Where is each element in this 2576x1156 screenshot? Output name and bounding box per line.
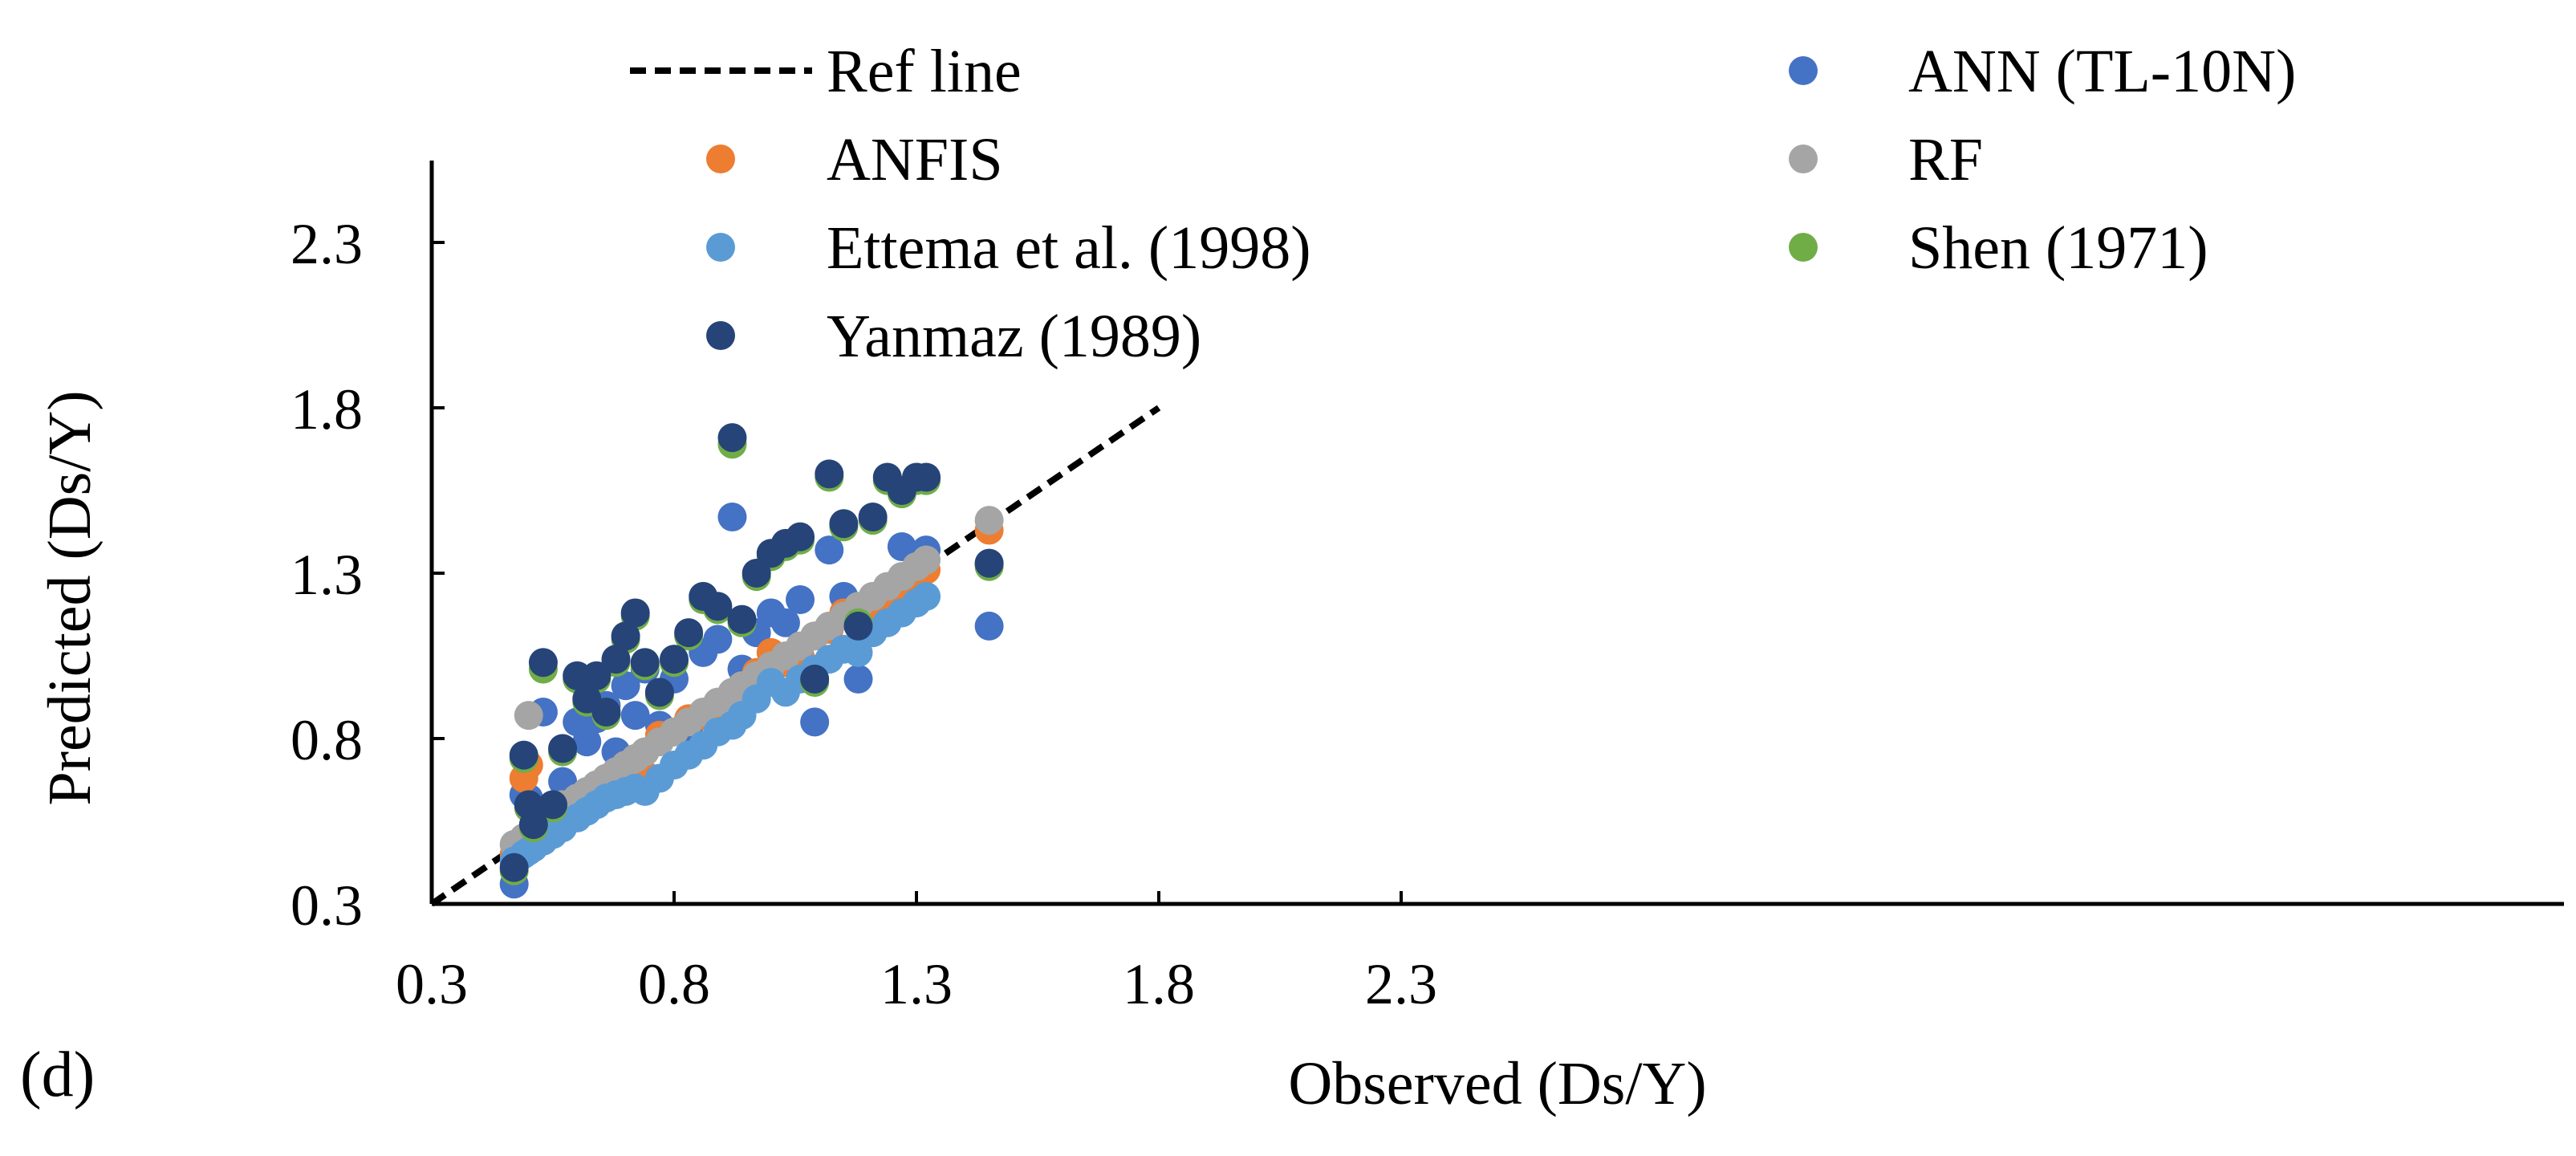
point-ann-tl-10n	[611, 671, 640, 701]
y-tick-label: 1.8	[291, 377, 363, 442]
point-ann-tl-10n	[703, 625, 733, 654]
axes	[429, 161, 2564, 906]
point-yanmaz-1989	[528, 648, 558, 678]
legend-swatch	[1789, 144, 1818, 173]
point-yanmaz-1989	[800, 664, 830, 694]
point-yanmaz-1989	[829, 509, 859, 539]
plot-area	[429, 405, 1161, 907]
point-ann-tl-10n	[974, 611, 1004, 641]
legend-swatch	[706, 321, 735, 350]
legend-label: Shen (1971)	[1908, 214, 2208, 282]
point-yanmaz-1989	[591, 698, 621, 727]
point-yanmaz-1989	[509, 740, 538, 770]
point-yanmaz-1989	[703, 592, 733, 621]
legend-label: RF	[1908, 126, 1983, 193]
legend-swatch	[1789, 56, 1818, 85]
tick-labels: 0.3 0.8 1.3 1.8 2.3 0.3 0.8 1.3 1.8 2.3	[291, 212, 1437, 1016]
legend-item-rf: RF	[1789, 126, 1983, 193]
legend-item-shen-1971: Shen (1971)	[1789, 214, 2208, 282]
legend-label: Ref line	[827, 38, 1022, 105]
legend-swatch	[1789, 233, 1818, 262]
point-yanmaz-1989	[582, 661, 611, 690]
point-yanmaz-1989	[717, 423, 747, 453]
x-tick-label: 0.8	[638, 952, 710, 1016]
point-ann-tl-10n	[770, 608, 800, 637]
point-ann-tl-10n	[620, 701, 650, 731]
ref-line	[429, 405, 1161, 907]
point-yanmaz-1989	[620, 598, 650, 628]
x-tick-label: 1.8	[1123, 952, 1195, 1016]
point-yanmaz-1989	[912, 462, 941, 492]
series-yanmaz-1989	[499, 423, 1004, 882]
legend-label: ANFIS	[827, 126, 1003, 193]
point-ann-tl-10n	[800, 707, 830, 737]
y-axis-title: Predicted (Ds/Y)	[36, 390, 104, 805]
point-rf	[514, 701, 543, 731]
point-rf	[974, 506, 1004, 535]
legend-item-anfis: ANFIS	[706, 126, 1003, 193]
point-yanmaz-1989	[786, 522, 815, 552]
legend-label: Yanmaz (1989)	[827, 303, 1201, 370]
point-yanmaz-1989	[548, 734, 578, 763]
point-ann-tl-10n	[843, 664, 873, 694]
legend-item-ann-tl-10n: ANN (TL-10N)	[1789, 38, 2296, 105]
x-tick-label: 2.3	[1365, 952, 1437, 1016]
point-yanmaz-1989	[518, 810, 548, 840]
legend-item-ettema-et-al-1998: Ettema et al. (1998)	[706, 214, 1311, 282]
point-yanmaz-1989	[660, 645, 689, 674]
point-yanmaz-1989	[727, 604, 757, 634]
point-ann-tl-10n	[887, 532, 916, 562]
point-yanmaz-1989	[742, 559, 771, 588]
point-yanmaz-1989	[601, 645, 631, 674]
point-yanmaz-1989	[499, 853, 529, 882]
legend-item-yanmaz-1989: Yanmaz (1989)	[706, 303, 1201, 370]
point-ann-tl-10n	[717, 502, 747, 531]
point-yanmaz-1989	[858, 502, 888, 531]
legend-swatch	[706, 233, 735, 262]
x-tick-label: 1.3	[880, 952, 953, 1016]
point-yanmaz-1989	[538, 790, 567, 820]
point-ann-tl-10n	[572, 727, 602, 757]
point-ettema-et-al-1998	[843, 637, 873, 667]
point-yanmaz-1989	[644, 678, 674, 707]
legend-label: ANN (TL-10N)	[1908, 38, 2296, 105]
legend-swatch	[706, 144, 735, 173]
x-axis-title: Observed (Ds/Y)	[1288, 1050, 1706, 1117]
legend-label: Ettema et al. (1998)	[827, 214, 1311, 282]
y-tick-label: 0.8	[291, 708, 363, 772]
x-tick-label: 0.3	[396, 952, 468, 1016]
panel-label: (d)	[20, 1040, 95, 1110]
point-rf	[912, 545, 941, 575]
point-yanmaz-1989	[674, 618, 704, 648]
y-tick-label: 0.3	[291, 873, 363, 938]
point-yanmaz-1989	[843, 611, 873, 641]
legend-item-ref-line: Ref line	[630, 38, 1022, 105]
point-ann-tl-10n	[815, 535, 844, 565]
y-tick-label: 2.3	[291, 212, 363, 276]
point-ann-tl-10n	[786, 584, 815, 614]
point-ettema-et-al-1998	[912, 581, 941, 611]
point-yanmaz-1989	[815, 459, 844, 489]
legend: Ref line ANFIS Ettema et al. (1998) Yanmaz …	[630, 38, 2296, 370]
point-yanmaz-1989	[630, 648, 660, 678]
point-yanmaz-1989	[611, 621, 640, 651]
y-tick-label: 1.3	[291, 543, 363, 607]
point-yanmaz-1989	[974, 548, 1004, 578]
